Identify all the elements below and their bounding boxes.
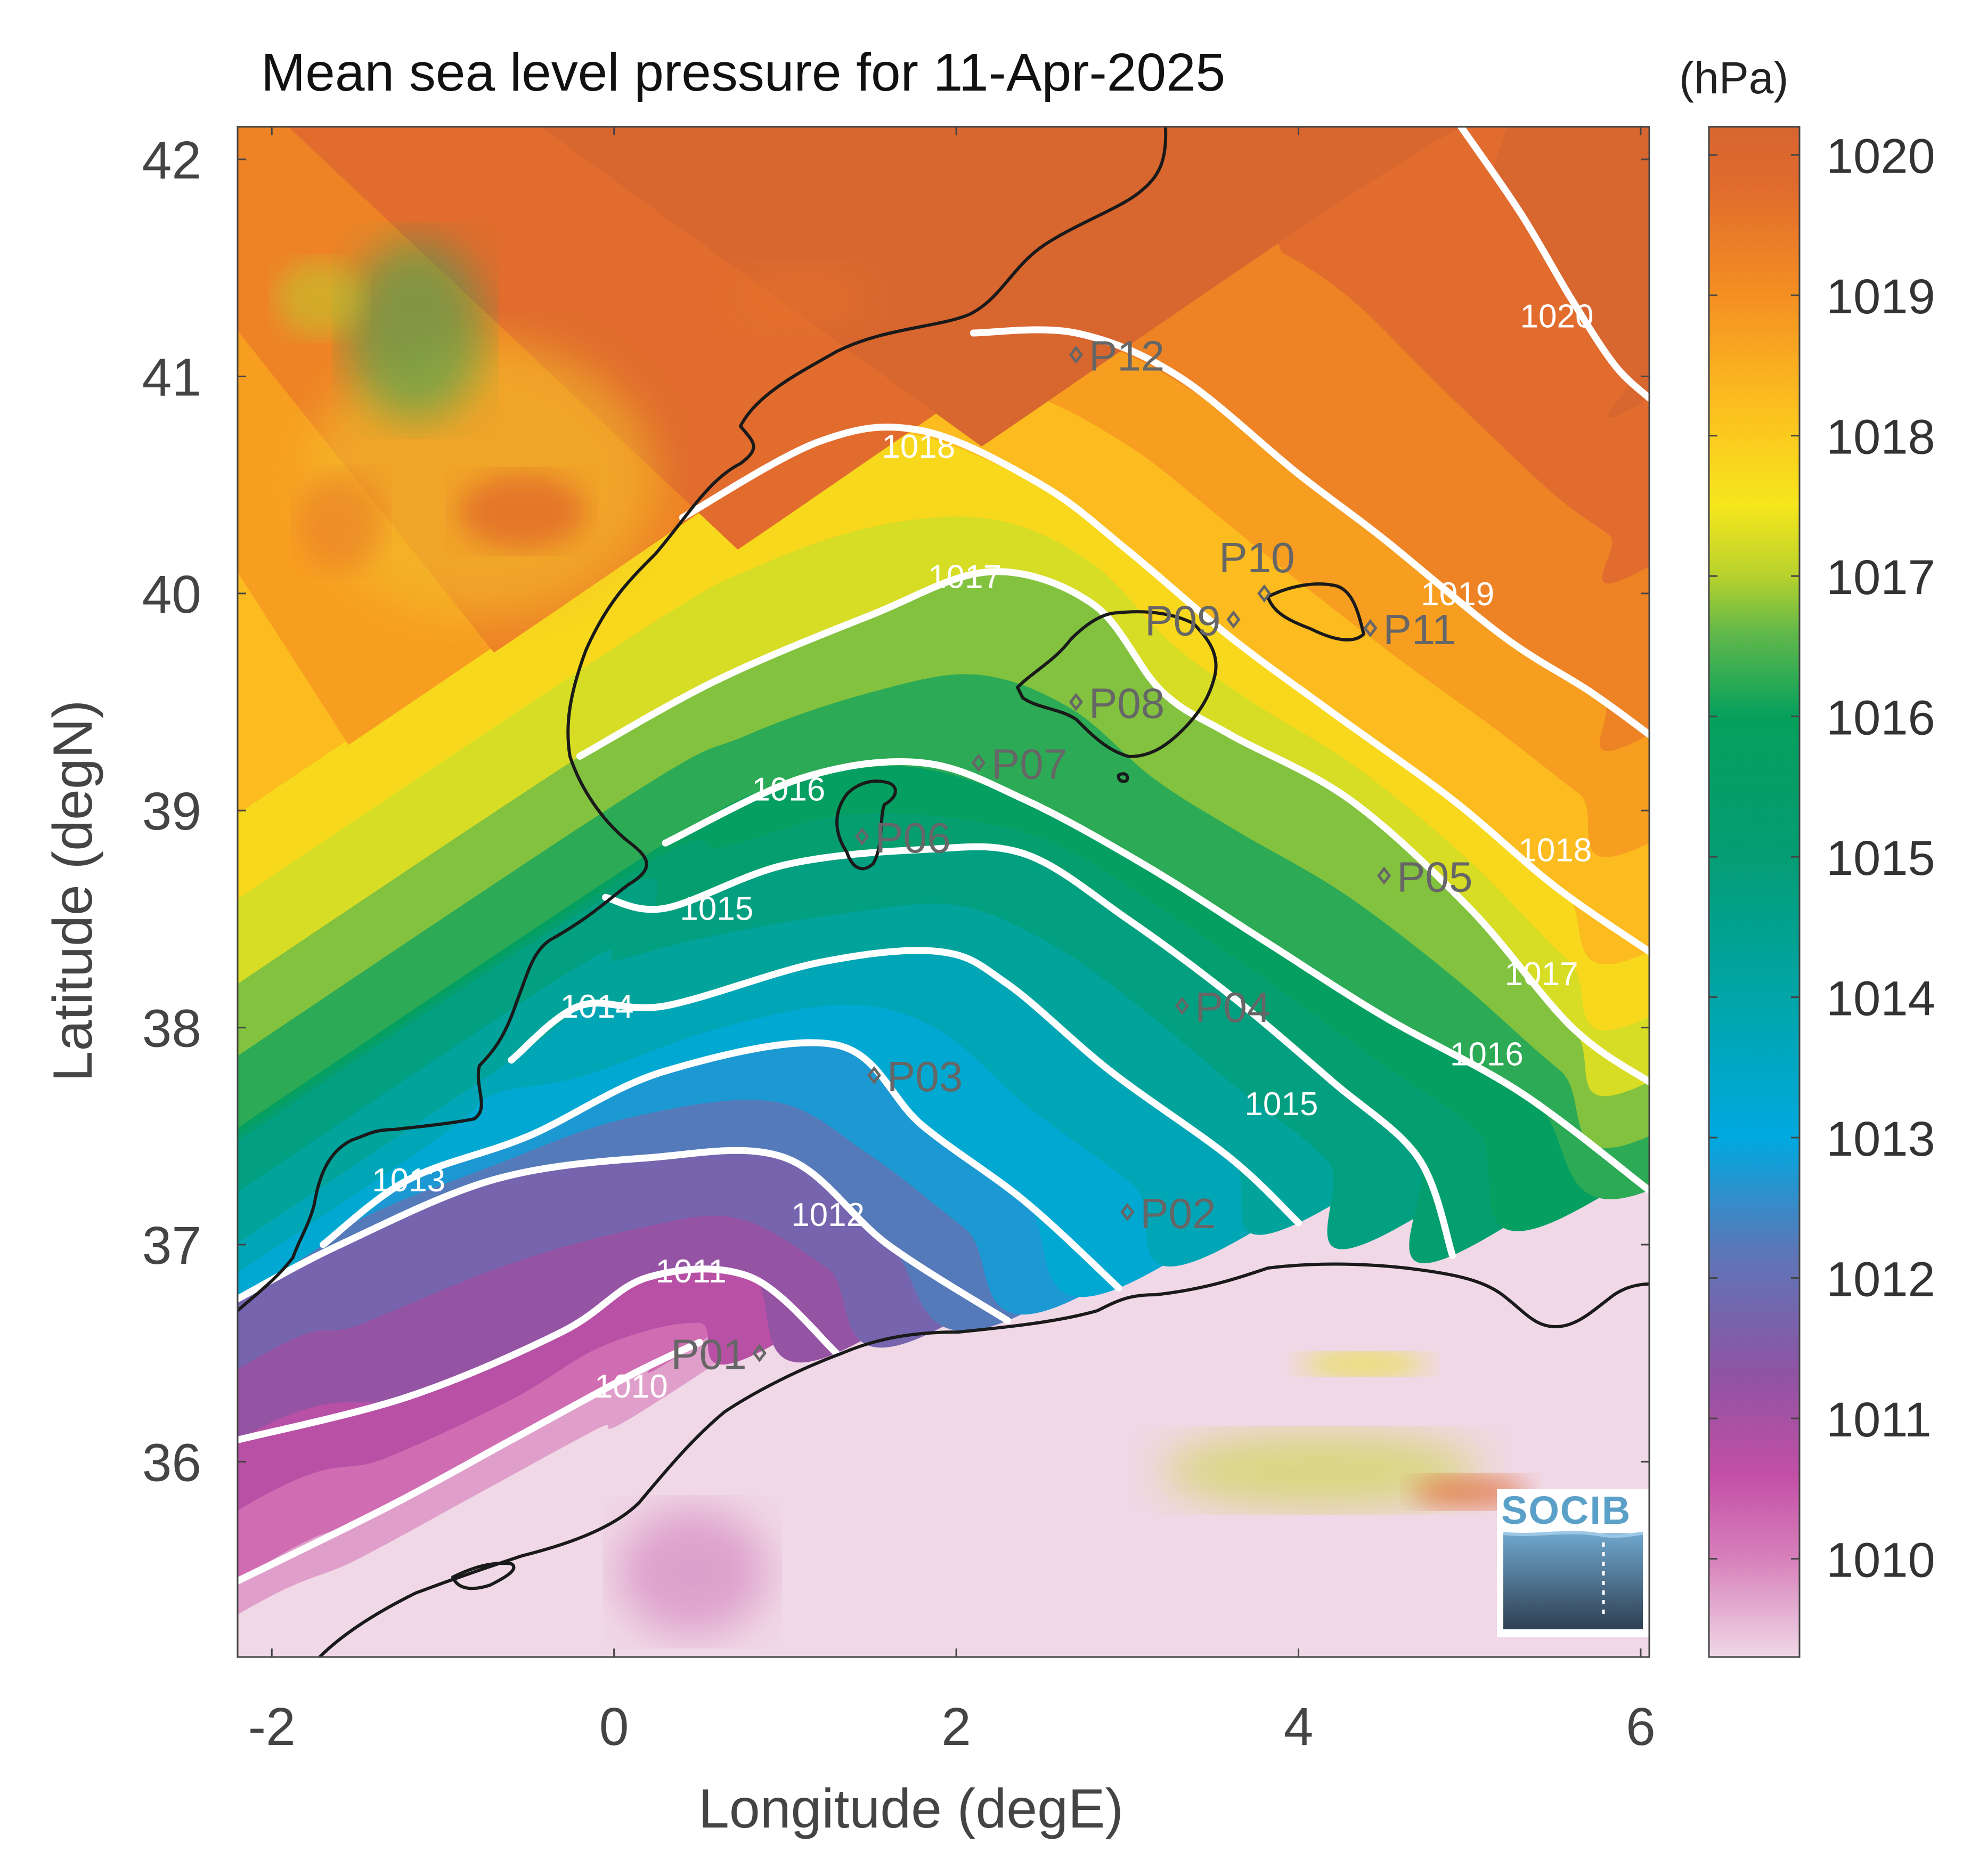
colorbar-tick-label: 1016 — [1826, 691, 1935, 745]
x-tick-label: 2 — [941, 1697, 971, 1757]
isobar-line — [662, 758, 1649, 1194]
menorca-coastline — [1266, 582, 1365, 641]
contour-label: 1018 — [882, 428, 955, 465]
isobar-line — [576, 568, 1649, 1085]
colorbar-tick-label: 1010 — [1826, 1533, 1935, 1588]
y-tick-label: 41 — [142, 347, 201, 407]
colorbar-tick-label: 1012 — [1826, 1253, 1935, 1307]
alboran-islet — [451, 1562, 516, 1590]
contour-label: 1017 — [1505, 956, 1578, 993]
y-tick-label: 42 — [142, 131, 201, 190]
station-label: P12 — [1089, 332, 1164, 380]
isobar-line — [1457, 127, 1649, 402]
x-axis-ticks: -2 0 2 4 6 — [248, 127, 1656, 1757]
isobar-line — [238, 1147, 1011, 1325]
isobar-line — [602, 843, 1456, 1259]
isobar-line — [970, 326, 1649, 738]
station-marker — [1257, 584, 1272, 603]
socib-logo: SOCIB — [1497, 1488, 1649, 1637]
y-tick-label: 38 — [142, 999, 201, 1059]
colorbar-unit: (hPa) — [1679, 53, 1788, 103]
contour-label: 1016 — [752, 771, 825, 808]
colorbar-tick-label: 1011 — [1826, 1393, 1932, 1447]
station-marker — [971, 753, 986, 772]
contour-label: 1019 — [1421, 576, 1494, 613]
y-axis-ticks: 36 37 38 39 40 41 42 — [142, 131, 1649, 1492]
station-marker — [855, 827, 869, 846]
colorbar-tick-label: 1015 — [1826, 831, 1935, 886]
contour-label: 1017 — [928, 558, 1001, 595]
colorbar-tick-label: 1017 — [1826, 550, 1935, 605]
station-marker — [1363, 619, 1378, 638]
contour-label: 1020 — [1520, 298, 1594, 335]
colorbar-ticks: 1010 1011 1012 1013 1014 1015 1016 1017 1018 1019… — [1709, 129, 1935, 1588]
station-marker — [1175, 996, 1190, 1015]
y-axis-label: Latitude (degN) — [42, 700, 104, 1082]
map-frame — [237, 126, 1650, 1658]
colorbar-tick-label: 1014 — [1826, 972, 1935, 1026]
y-tick-label: 39 — [142, 782, 201, 841]
cabrera-islet — [1117, 772, 1129, 783]
station-label: P03 — [887, 1053, 963, 1100]
station-label: P01 — [671, 1331, 746, 1378]
mallorca-coastline — [1016, 610, 1218, 758]
x-tick-label: -2 — [248, 1697, 296, 1757]
x-tick-label: 6 — [1626, 1697, 1656, 1757]
station-marker — [1120, 1203, 1135, 1221]
pressure-band — [541, 127, 1649, 446]
colorbar-tick-label: 1020 — [1826, 129, 1935, 184]
station-label: P11 — [1383, 606, 1455, 653]
contour-label: 1011 — [656, 1253, 727, 1290]
isobar-line — [238, 1338, 703, 1585]
station-marker — [752, 1344, 767, 1362]
contour-label: 1016 — [1450, 1036, 1524, 1073]
station-marker — [1377, 866, 1391, 885]
station-label: P10 — [1219, 534, 1294, 581]
x-tick-label: 0 — [599, 1697, 629, 1757]
x-axis-label: Longitude (degE) — [698, 1778, 1123, 1840]
ibiza-coastline — [835, 779, 897, 871]
contour-label: 1015 — [1244, 1086, 1318, 1123]
contour-label: 1012 — [791, 1197, 865, 1233]
x-tick-label: 4 — [1284, 1697, 1314, 1757]
land-texture — [277, 240, 1529, 1636]
station-marker — [1069, 345, 1084, 364]
station-marker — [1226, 610, 1241, 629]
station-marker — [1069, 693, 1084, 711]
contour-label: 1013 — [372, 1162, 445, 1199]
station-label: P02 — [1140, 1190, 1216, 1237]
contour-label: 1018 — [1518, 832, 1592, 869]
contour-labels: 1010 1011 1012 1013 1014 1015 1015 1016 1016 1017… — [372, 298, 1593, 1404]
coastlines — [238, 127, 1649, 1657]
station-label: P08 — [1089, 680, 1164, 727]
contour-label: 1010 — [595, 1368, 668, 1405]
colorbar-tick-label: 1013 — [1826, 1112, 1935, 1166]
station-label: P04 — [1195, 984, 1271, 1031]
isobar-line — [320, 1039, 1122, 1292]
iberia-coastline — [238, 127, 1168, 1312]
station-marker — [867, 1066, 882, 1085]
station-label: P07 — [991, 741, 1067, 788]
isobar-contours — [238, 127, 1649, 1585]
station-label: P09 — [1145, 597, 1220, 645]
socib-logo-text: SOCIB — [1501, 1488, 1631, 1532]
colorbar-tick-label: 1019 — [1826, 270, 1935, 324]
colorbar-tick-label: 1018 — [1826, 410, 1935, 465]
map-title: Mean sea level pressure for 11-Apr-2025 — [261, 43, 1225, 102]
y-tick-label: 40 — [142, 565, 201, 624]
station-label: P05 — [1397, 853, 1472, 900]
colorbar — [1708, 126, 1801, 1658]
contour-label: 1015 — [680, 891, 753, 928]
y-tick-label: 37 — [142, 1216, 201, 1276]
isobar-line — [238, 1265, 840, 1444]
stations: P01 P02 P03 P04 P05 P06 P07 P08 P09 P10 P11 P12 — [671, 332, 1472, 1378]
contour-label: 1014 — [560, 988, 634, 1025]
north-africa-coastline — [318, 1262, 1649, 1657]
isobar-line — [508, 947, 1302, 1227]
isobar-line — [679, 424, 1649, 955]
y-tick-label: 36 — [142, 1433, 201, 1492]
station-label: P06 — [875, 814, 950, 862]
